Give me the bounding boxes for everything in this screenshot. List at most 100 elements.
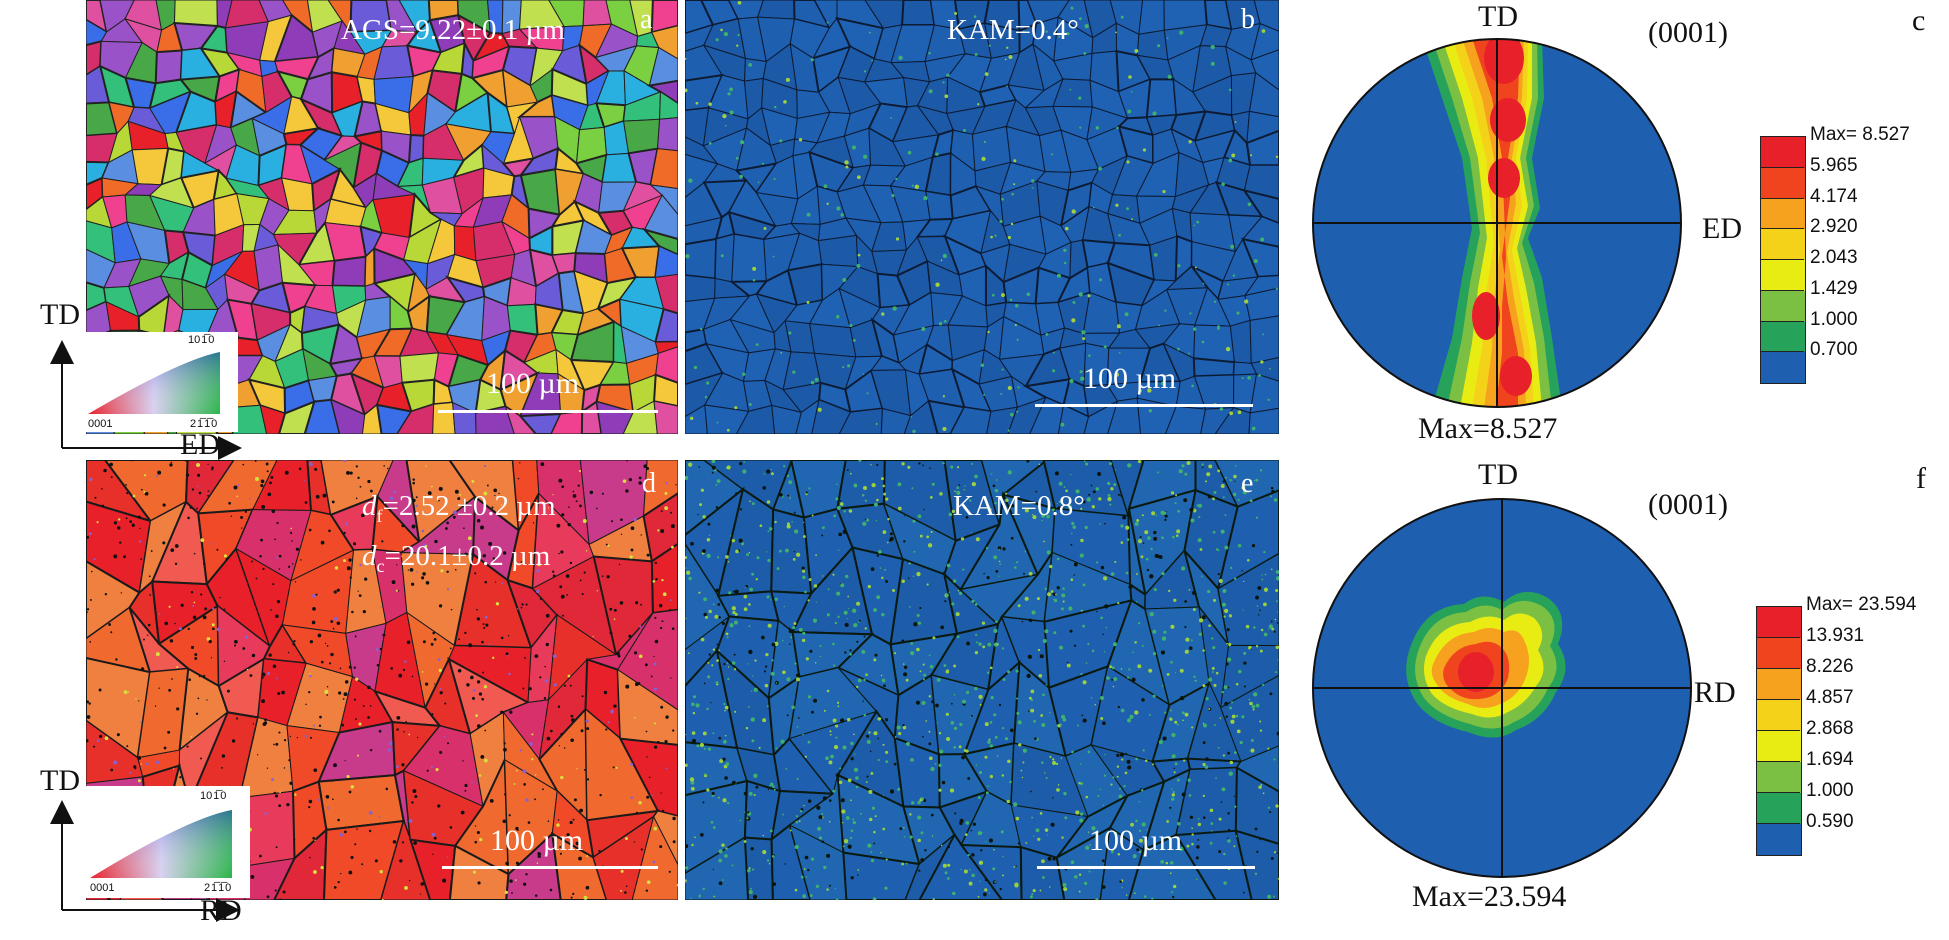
grain <box>654 245 678 278</box>
ipf-key-top-label-top: 10 1̅ 0 <box>188 334 215 346</box>
grain <box>648 46 678 87</box>
grain <box>303 398 341 434</box>
legend-level-label: 2.868 <box>1806 718 1854 739</box>
legend-swatch <box>1761 352 1805 383</box>
grain <box>580 399 603 434</box>
legend-level-label: 1.694 <box>1806 749 1854 770</box>
grain <box>704 404 750 434</box>
legend-colorbar-f <box>1756 606 1802 856</box>
grain <box>622 400 658 434</box>
kam-map-panel-e: KAM=0.8° e 100 µm <box>685 460 1279 900</box>
grain <box>1241 237 1279 278</box>
panel-letter-c: c <box>1912 4 1926 37</box>
ipf-key-bottom-label-left: 0001 <box>90 882 115 894</box>
ipf-map-panel-a: AGS=9.22±0.1 µm a 100 µm <box>86 0 678 434</box>
grain <box>842 851 921 900</box>
grain <box>375 403 413 434</box>
grain <box>901 0 936 27</box>
grain <box>654 341 678 355</box>
grain <box>757 0 795 20</box>
scale-bar-b <box>1035 404 1253 407</box>
grain <box>743 836 774 900</box>
grain <box>1174 829 1253 900</box>
legend-level-label: 4.857 <box>1806 687 1854 708</box>
pole-figure-rd-f: RD <box>1694 676 1736 709</box>
ipf-key-bottom-label-top: 10 1̅ 0 <box>200 790 227 802</box>
legend-swatch <box>1757 762 1801 793</box>
grain <box>1138 0 1165 35</box>
grain <box>1220 644 1279 709</box>
grain <box>396 403 435 434</box>
scale-bar-d <box>442 866 658 869</box>
ags-label: AGS=9.22±0.1 µm <box>341 14 565 46</box>
grain <box>1164 405 1207 434</box>
legend-swatch <box>1761 260 1805 291</box>
legend-level-label: 1.429 <box>1810 277 1858 299</box>
legend-level-label: 5.965 <box>1810 154 1858 176</box>
grain <box>1234 765 1279 845</box>
ipf-key-top-label-right: 2 1̅ 1̅ 0 <box>190 418 218 430</box>
grain <box>949 406 992 434</box>
grain <box>1192 357 1236 378</box>
grain <box>408 838 457 900</box>
legend-level-label: 13.931 <box>1806 625 1865 646</box>
grain <box>1242 188 1279 225</box>
grain <box>1229 319 1252 364</box>
scale-bar-e <box>1037 866 1255 869</box>
grain <box>1249 373 1279 414</box>
panel-letter-d: d <box>642 468 656 499</box>
legend-swatch <box>1761 321 1805 353</box>
panel-letter-f: f <box>1916 462 1926 495</box>
grain <box>154 49 184 85</box>
kam-grain-map-e <box>685 460 1279 900</box>
grain <box>596 400 634 434</box>
ipf-triangle-top <box>88 352 220 414</box>
legend-swatch <box>1757 731 1801 762</box>
grain <box>685 274 716 303</box>
grain <box>1193 324 1235 363</box>
scale-bar-a <box>438 410 658 413</box>
grain <box>399 352 440 384</box>
grain <box>649 184 678 216</box>
legend-swatch <box>1757 669 1801 700</box>
legend-level-label: 1.000 <box>1810 308 1858 330</box>
legend-level-label: 1.000 <box>1806 780 1854 801</box>
grain <box>1246 110 1279 144</box>
grain <box>659 90 678 120</box>
grain <box>1136 397 1177 434</box>
grain <box>817 234 859 268</box>
kam-grain-map-b <box>685 0 1279 434</box>
pole-figure-plane-f: (0001) <box>1648 488 1728 521</box>
grain <box>653 810 678 866</box>
scale-label-e: 100 µm <box>1089 824 1183 857</box>
grain <box>927 399 966 434</box>
grain <box>641 227 678 256</box>
grain <box>278 399 316 434</box>
grain <box>592 815 655 900</box>
pole-figure-c <box>1312 38 1682 408</box>
grain <box>323 819 406 900</box>
grain <box>1057 404 1090 434</box>
legend-level-label: Max= 23.594 <box>1806 594 1917 615</box>
grain <box>880 407 912 434</box>
legend-level-label: 4.174 <box>1810 185 1858 207</box>
panel-letter-e: e <box>1241 468 1254 499</box>
grain <box>1250 22 1279 61</box>
grain <box>448 844 510 900</box>
panel-letter-b: b <box>1241 4 1255 35</box>
grain <box>771 404 802 434</box>
grain <box>1055 826 1112 900</box>
grain <box>259 404 286 434</box>
ipf-color-key-bottom: 10 1̅ 0 0001 2 1̅ 1̅ 0 <box>60 786 250 898</box>
pole-figure-td-c: TD <box>1478 0 1518 33</box>
grain <box>654 273 678 314</box>
grain <box>836 460 886 511</box>
kam-label-e: KAM=0.8° <box>953 490 1085 522</box>
ipf-key-top-label-left: 0001 <box>88 418 113 430</box>
grain <box>770 823 812 900</box>
grain <box>1200 407 1235 434</box>
legend-colorbar-c <box>1760 136 1806 384</box>
grain <box>789 824 847 900</box>
grain <box>656 117 678 152</box>
grain <box>273 827 328 900</box>
